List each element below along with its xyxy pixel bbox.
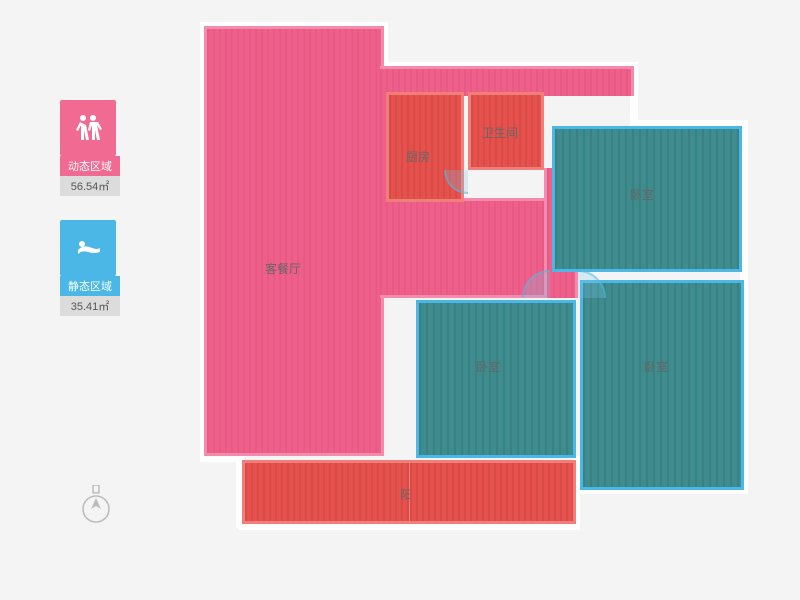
legend-panel: 动态区域 56.54㎡ 静态区域 35.41㎡ [60,100,120,340]
legend-dynamic: 动态区域 56.54㎡ [60,100,120,196]
room-living-ext [380,198,548,298]
room-kitchen [386,92,464,202]
room-balcony [242,460,412,524]
legend-static-area: 35.41㎡ [60,296,120,316]
legend-dynamic-area: 56.54㎡ [60,176,120,196]
floorplan-canvas: 客餐厅厨房卫生间卧室卧室卧室阳台 [200,8,760,568]
room-living [204,26,384,456]
compass-icon [80,485,112,530]
room-bed3 [416,300,576,458]
room-bathroom [468,92,544,170]
static-zone-icon [60,220,116,276]
dynamic-zone-icon [60,100,116,156]
room-bed1 [552,126,742,272]
legend-dynamic-label: 动态区域 [60,156,120,176]
room-balcony2 [410,460,576,524]
legend-static: 静态区域 35.41㎡ [60,220,120,316]
legend-static-label: 静态区域 [60,276,120,296]
room-bed2 [580,280,744,490]
